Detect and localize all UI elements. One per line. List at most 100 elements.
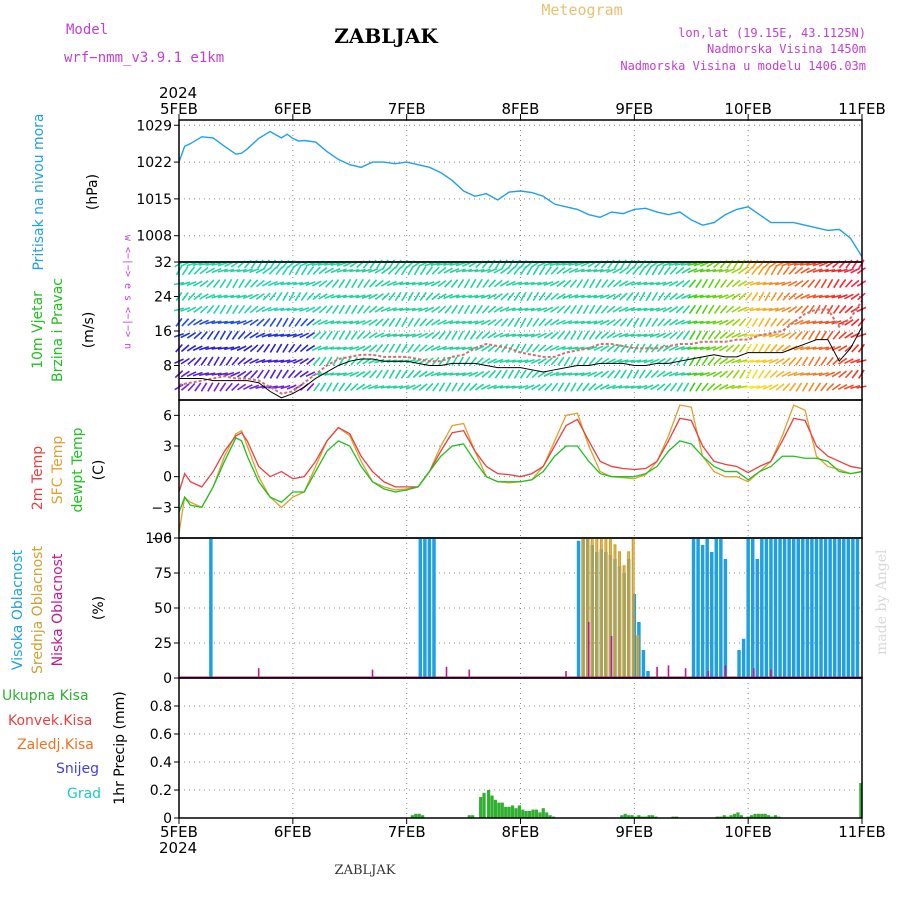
y-tick-label: 8 [163,359,172,375]
wind-barb [343,371,354,377]
wind-barbs [173,259,867,392]
cloud-bar-low [610,636,613,678]
wind-barb [513,369,521,379]
wind-barb [351,278,358,289]
wind-barb [457,330,464,341]
wind-barb [626,369,633,379]
wind-barb [224,320,235,325]
wind-barb [449,346,460,350]
cloud-bar-high [823,538,828,678]
cloud-bar-high [801,538,805,678]
time-tick-label: 8FEB [502,100,540,118]
wind-barb [825,346,836,351]
wind-barb [737,267,748,275]
wind-barb [530,333,541,338]
wind-barb [225,278,233,289]
wind-barb [613,344,622,353]
wind-barb [751,291,759,302]
wind-barb [832,357,841,366]
wind-barb [756,281,767,286]
wind-barb [793,319,804,326]
wind-barb [374,292,384,301]
wind-barb [300,318,309,327]
wind-barb [518,384,529,390]
wind-barb [649,307,660,312]
wind-barb [437,319,447,326]
wind-barb [192,262,203,267]
wind-barb [518,281,529,286]
wind-barb [457,356,465,366]
y-tick-label: 0.4 [150,755,172,771]
wind-barb [470,278,477,289]
wind-barb [338,304,346,315]
wind-barb [687,372,698,376]
wind-barb [213,330,220,341]
precip-bar [497,802,501,818]
wind-barb [637,333,648,337]
wind-barb [407,265,414,276]
wind-barb [743,307,754,312]
wind-barb [455,346,466,350]
wind-barb [563,330,571,340]
wind-barb [620,259,627,269]
precip-bar [479,797,483,818]
wind-barb [820,278,828,289]
wind-barb [562,267,572,274]
wind-barb [318,293,328,300]
wind-barb [324,320,335,325]
wind-barb [814,330,821,341]
wind-barb [832,330,841,340]
wind-barb [769,383,779,391]
wind-barb [481,344,491,352]
precip-legend-graupel: Grad [67,786,101,802]
wind-barb [707,356,715,366]
wind-barb [618,280,629,287]
wind-barb [418,332,429,339]
wind-barb [668,262,679,267]
wind-barb [718,384,729,391]
wind-barb [386,307,397,312]
wind-barb [356,383,366,391]
wind-barb [243,344,253,352]
wind-barb [338,278,346,289]
wind-barb [612,318,622,327]
wind-barb [549,280,560,287]
cloud-bar-high [819,538,823,678]
wind-barb [362,370,372,378]
wind-barb [418,307,429,312]
wind-barb [562,320,573,325]
wind-barb [788,382,797,392]
wind-barb [687,346,698,350]
wind-barb [793,345,804,351]
wind-barb [249,331,259,339]
wind-barb [274,281,285,286]
wind-barb [526,265,533,276]
wind-barb [738,318,747,327]
wind-barb [675,293,685,300]
wind-barb [475,331,484,340]
wind-barb [600,370,610,378]
wind-barb [249,268,260,274]
wind-barb [261,333,272,338]
wind-barb [618,359,629,364]
wind-barb [624,307,635,312]
wind-barb [625,292,634,301]
wind-barb [588,304,596,315]
precip-bar [739,815,743,818]
wind-barb [593,320,604,325]
wind-barb [318,266,328,275]
precip-bar [487,790,491,818]
wind-barb [293,358,303,364]
wind-barb [425,382,434,392]
wind-barb [712,268,723,273]
wind-barb [630,359,642,363]
wind-barb [350,383,359,392]
wind-barb [544,382,553,392]
wind-barb [401,291,408,302]
wind-barb [474,383,485,391]
wind-barb [312,331,322,340]
precip-bar [500,802,504,818]
precip-bar [410,815,414,818]
wind-barb [814,278,822,289]
wind-barb [267,359,278,363]
